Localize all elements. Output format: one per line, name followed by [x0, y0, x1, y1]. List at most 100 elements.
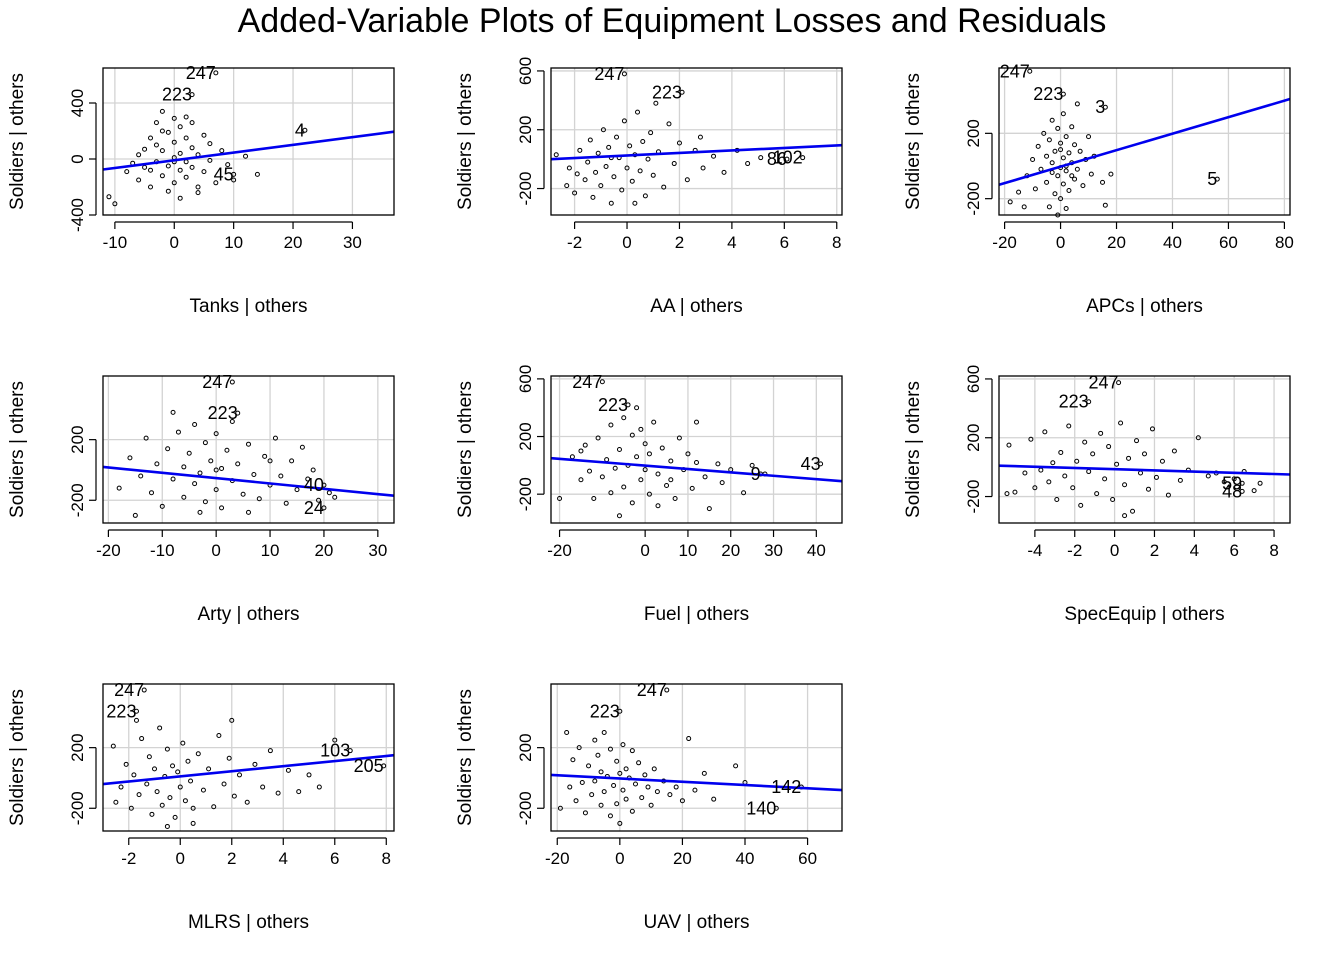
- point-label: 5: [1207, 169, 1217, 189]
- data-point: [700, 165, 706, 171]
- data-point: [1044, 153, 1050, 159]
- data-point: [721, 169, 727, 175]
- data-point: [141, 687, 147, 693]
- data-point: [152, 766, 158, 772]
- point-label: 103: [320, 741, 350, 761]
- point-label: 223: [208, 403, 238, 423]
- data-point: [207, 157, 213, 163]
- point-label: 40: [304, 475, 324, 495]
- data-point: [192, 421, 198, 427]
- data-point: [608, 422, 614, 428]
- x-axis-label: AA | others: [650, 296, 743, 317]
- data-point: [573, 798, 579, 804]
- data-point: [190, 820, 196, 826]
- data-point: [1032, 485, 1038, 491]
- plot-frame: [998, 375, 1291, 524]
- data-point: [183, 135, 189, 141]
- data-point: [260, 784, 266, 790]
- data-point: [1257, 480, 1263, 486]
- data-point: [715, 461, 721, 467]
- y-axis-label: Soldiers | others: [7, 73, 28, 210]
- data-point: [629, 178, 635, 184]
- data-point: [275, 790, 281, 796]
- data-point: [1130, 508, 1136, 514]
- point-label: 247: [1000, 61, 1030, 81]
- data-point: [637, 168, 643, 174]
- data-point: [231, 177, 237, 183]
- data-point: [1063, 134, 1069, 140]
- x-tick-label: -10: [103, 233, 128, 252]
- data-point: [651, 766, 657, 772]
- data-point: [611, 174, 617, 180]
- point-label: 24: [304, 498, 324, 518]
- data-point: [299, 444, 305, 450]
- data-point: [676, 435, 682, 441]
- data-point: [684, 177, 690, 183]
- data-point: [1165, 492, 1171, 498]
- x-tick-label: -20: [547, 541, 572, 560]
- data-point: [601, 729, 607, 735]
- data-point: [189, 120, 195, 126]
- data-point: [142, 146, 148, 152]
- data-point: [1239, 488, 1245, 494]
- data-point: [171, 139, 177, 145]
- data-point: [701, 770, 707, 776]
- data-point: [595, 752, 601, 758]
- x-tick-label: 0: [211, 541, 220, 560]
- data-point: [110, 743, 116, 749]
- data-point: [216, 733, 222, 739]
- data-point: [1046, 137, 1052, 143]
- data-point: [1028, 436, 1034, 442]
- data-point: [208, 458, 214, 464]
- data-point: [165, 188, 171, 194]
- data-point: [694, 419, 699, 425]
- x-tick-label: -2: [1067, 541, 1082, 560]
- data-point: [694, 459, 699, 465]
- data-point: [702, 474, 708, 480]
- x-tick-label: 40: [736, 849, 755, 868]
- data-point: [593, 169, 599, 175]
- x-tick-label: -4: [1027, 541, 1042, 560]
- data-point: [642, 441, 648, 447]
- data-point: [1110, 496, 1116, 502]
- data-point: [164, 823, 170, 829]
- x-tick-label: 60: [1219, 233, 1238, 252]
- data-point: [159, 148, 165, 154]
- y-axis-label: Soldiers | others: [903, 381, 924, 518]
- data-point: [632, 200, 638, 206]
- x-tick-label: 20: [673, 849, 692, 868]
- data-point: [278, 473, 284, 479]
- data-point: [692, 787, 698, 793]
- data-point: [585, 159, 591, 165]
- x-tick-label: 8: [1269, 541, 1278, 560]
- x-tick-label: 30: [764, 541, 783, 560]
- data-point: [202, 499, 208, 505]
- data-point: [1171, 448, 1177, 454]
- data-point: [195, 751, 201, 757]
- x-tick-label: 4: [279, 849, 288, 868]
- data-point: [654, 789, 660, 795]
- data-point: [648, 802, 654, 808]
- data-point: [773, 805, 779, 811]
- data-point: [623, 766, 629, 772]
- data-point: [316, 497, 322, 503]
- data-point: [1090, 451, 1096, 457]
- data-point: [1004, 491, 1010, 497]
- data-point: [566, 165, 572, 171]
- x-tick-label: 0: [615, 849, 624, 868]
- data-point: [148, 184, 154, 190]
- data-point: [606, 144, 612, 150]
- point-label: 247: [202, 372, 232, 392]
- x-tick-label: -2: [121, 849, 136, 868]
- data-point: [599, 379, 605, 385]
- data-point: [177, 150, 183, 156]
- data-point: [1100, 179, 1106, 185]
- data-point: [225, 162, 231, 168]
- data-point: [128, 805, 134, 811]
- data-point: [689, 485, 695, 491]
- data-point: [246, 441, 251, 447]
- plot-frame: [550, 67, 843, 216]
